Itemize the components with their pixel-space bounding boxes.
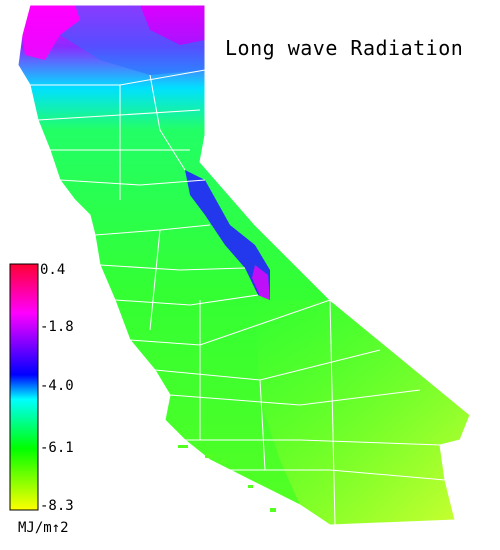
north-high-zone (22, 5, 80, 60)
legend-colorbar (9, 263, 39, 511)
legend-tick-3: -4.0 (40, 378, 74, 394)
legend-tick-4: -6.1 (40, 440, 74, 456)
legend-tick-top: 0.4 (40, 262, 66, 278)
county-boundaries (30, 69, 446, 526)
legend-tick-2: -1.8 (40, 319, 74, 335)
legend-unit-label: MJ/m↑2 (18, 520, 69, 536)
north-mid-zone (60, 5, 205, 75)
legend-tick-bottom: -8.3 (40, 498, 74, 514)
map-title: Long wave Radiation (225, 36, 464, 60)
north-east-zone (140, 5, 205, 45)
state-outline (17, 4, 471, 526)
desert-region (255, 300, 470, 525)
sierra-band (185, 170, 270, 300)
channel-islands (178, 445, 276, 512)
sierra-magenta (252, 265, 270, 300)
